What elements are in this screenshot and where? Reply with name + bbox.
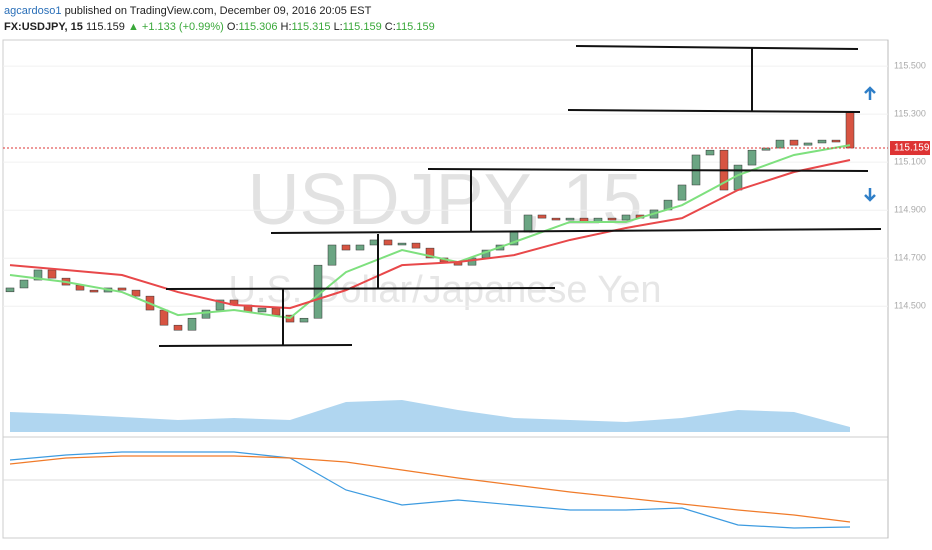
- open: 115.306: [238, 21, 278, 33]
- candle: [215, 299, 225, 311]
- y-tick-label: 114.700: [894, 253, 926, 263]
- candle: [19, 279, 29, 289]
- y-tick-label: 115.500: [894, 61, 926, 71]
- candle: [705, 149, 715, 156]
- candle: [817, 139, 827, 144]
- candle: [747, 149, 757, 166]
- published: published on TradingView.com, December 0…: [64, 5, 372, 17]
- moving-average: [9, 159, 851, 310]
- candle: [173, 324, 183, 331]
- candle: [341, 244, 351, 251]
- trend-line[interactable]: [427, 168, 869, 172]
- trend-line[interactable]: [270, 228, 882, 234]
- candle: [565, 217, 575, 221]
- author[interactable]: agcardoso1: [4, 5, 62, 17]
- high-label: H:: [280, 21, 292, 33]
- candle: [425, 247, 435, 259]
- candle: [271, 307, 281, 316]
- candle: [131, 289, 141, 297]
- last-price-label: 115.159: [894, 143, 930, 154]
- candle: [397, 242, 407, 246]
- macd-line: [9, 455, 851, 523]
- close: 115.159: [395, 21, 435, 33]
- candle: [789, 139, 799, 146]
- candle: [803, 142, 813, 146]
- change: ▲ +1.133 (+0.99%): [127, 21, 224, 33]
- open-label: O:: [226, 21, 239, 33]
- candle: [257, 307, 267, 313]
- candle: [523, 214, 533, 233]
- trend-line[interactable]: [567, 109, 861, 113]
- candle: [551, 217, 561, 221]
- watermark: USDJPY, 15: [248, 160, 643, 240]
- candle: [621, 214, 631, 221]
- candle: [159, 309, 169, 326]
- watermark-subtitle: U.S. Dollar/Japanese Yen: [228, 269, 661, 311]
- macd-line: [9, 451, 851, 529]
- trend-line[interactable]: [575, 45, 859, 50]
- moving-average: [9, 144, 851, 320]
- volume-area: [10, 400, 850, 432]
- y-tick-label: 115.100: [894, 157, 926, 167]
- candle: [201, 309, 211, 319]
- symbol: FX:USDJPY, 15: [4, 21, 83, 33]
- candle: [187, 317, 197, 331]
- high: 115.315: [291, 21, 331, 33]
- arrow-down: [864, 188, 876, 202]
- candle: [5, 287, 15, 293]
- y-tick-label: 114.900: [894, 205, 926, 215]
- candle: [411, 242, 421, 249]
- candle: [47, 269, 57, 279]
- candle: [369, 239, 379, 246]
- arrow-up: [864, 86, 876, 100]
- candle: [831, 139, 841, 143]
- candle: [607, 217, 617, 221]
- candle: [89, 289, 99, 293]
- candle: [299, 317, 309, 323]
- candle: [117, 287, 127, 291]
- candle: [327, 244, 337, 266]
- candle: [355, 244, 365, 251]
- last-price: 115.159: [85, 21, 125, 33]
- candle: [383, 239, 393, 246]
- candle: [761, 147, 771, 151]
- candle: [537, 214, 547, 219]
- y-tick-label: 114.500: [894, 301, 926, 311]
- publish-line: agcardoso1 published on TradingView.com,…: [4, 5, 371, 17]
- trend-line[interactable]: [158, 344, 353, 347]
- low-label: L:: [333, 21, 343, 33]
- candle: [775, 139, 785, 149]
- low: 115.159: [342, 21, 382, 33]
- close-label: C:: [384, 21, 396, 33]
- candle: [33, 269, 43, 281]
- symbol-line: FX:USDJPY, 15 115.159 ▲ +1.133 (+0.99%) …: [4, 21, 435, 33]
- candle: [677, 184, 687, 201]
- last-price-box: [890, 141, 930, 156]
- trend-line[interactable]: [165, 287, 556, 290]
- drawings: [158, 45, 882, 347]
- candle: [845, 112, 855, 149]
- y-tick-label: 115.300: [894, 109, 926, 119]
